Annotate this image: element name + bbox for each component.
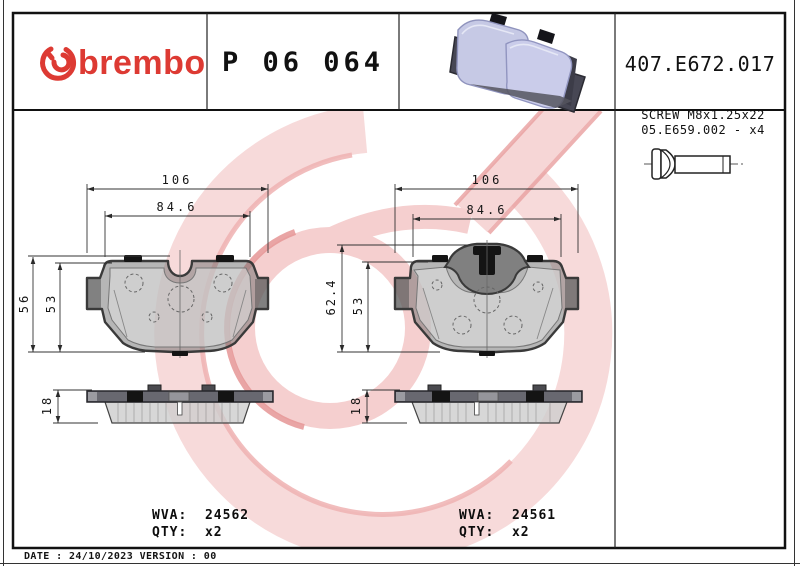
right-dim-pad-width: 84.6 — [466, 203, 508, 217]
screw-spec-line1: SCREW M8x1.25x22 — [641, 108, 765, 122]
left-pad-dimensions — [28, 184, 269, 424]
brembo-logo-icon — [40, 46, 77, 81]
brand-wordmark: brembo — [78, 44, 206, 82]
product-photo-3d — [449, 13, 586, 113]
left-dim-thickness: 18 — [40, 394, 54, 416]
left-wva-number: WVA: 24562 — [152, 508, 250, 523]
right-dim-pad-height: 53 — [351, 294, 365, 316]
right-dim-overall-height: 62.4 — [324, 278, 338, 316]
screw-spec-line2: 05.E659.002 - x4 — [641, 123, 765, 137]
right-dim-overall-width: 106 — [471, 173, 503, 187]
right-wva-number: WVA: 24561 — [459, 508, 557, 523]
left-dim-pad-width: 84.6 — [156, 200, 198, 214]
left-pad-front-view — [85, 250, 270, 358]
title-block-frame — [11, 11, 787, 550]
right-pad-side-view — [394, 384, 583, 424]
part-number: P 06 064 — [221, 47, 385, 78]
date-version-line: DATE : 24/10/2023 VERSION : 00 — [24, 551, 217, 562]
left-dim-pad-height: 53 — [44, 292, 58, 314]
reference-number: 407.E672.017 — [624, 52, 776, 76]
screw-icon — [644, 148, 744, 180]
right-pad-front-view — [393, 240, 580, 358]
right-qty: QTY: x2 — [459, 525, 530, 540]
left-dim-overall-height: 56 — [17, 292, 31, 314]
left-dim-overall-width: 106 — [161, 173, 193, 187]
right-pad-dimensions — [337, 184, 579, 424]
left-qty: QTY: x2 — [152, 525, 223, 540]
left-pad-side-view — [86, 384, 274, 424]
right-dim-thickness: 18 — [349, 394, 363, 416]
